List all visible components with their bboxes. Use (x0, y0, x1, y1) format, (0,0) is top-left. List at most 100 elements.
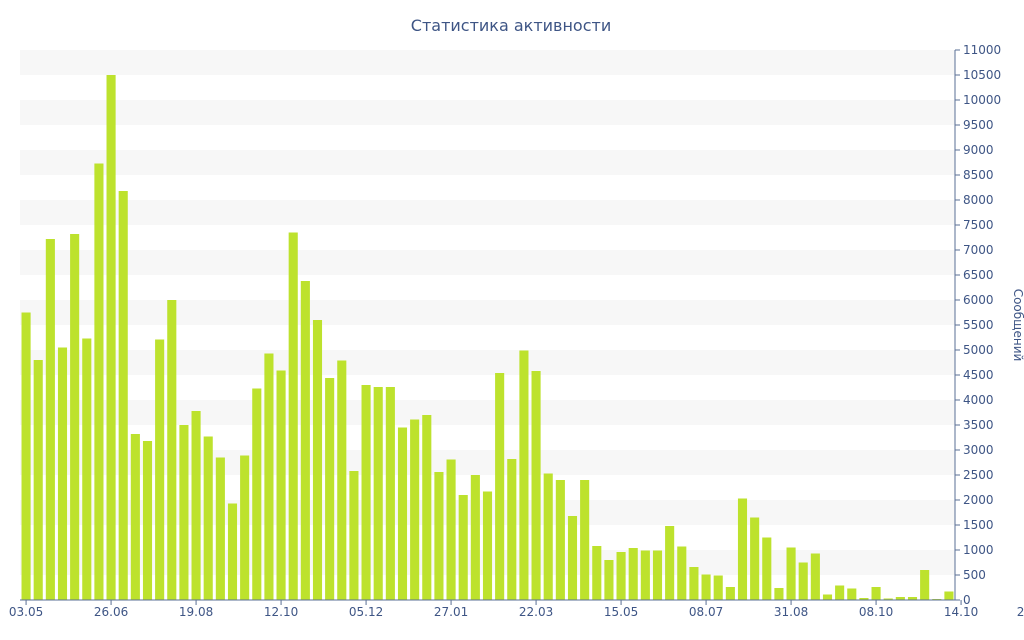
grid-band (20, 200, 955, 225)
x-tick-label: 19.08 (179, 605, 213, 619)
bar (349, 471, 359, 600)
bar (385, 387, 395, 600)
bar (155, 339, 165, 600)
bar (337, 360, 347, 600)
y-tick-label: 5000 (963, 343, 994, 357)
y-tick-label: 6500 (963, 268, 994, 282)
bar (737, 498, 748, 600)
bar (203, 436, 213, 600)
bar (130, 434, 140, 600)
bar (434, 472, 444, 600)
bar (227, 503, 238, 600)
bar (531, 371, 541, 600)
bar (701, 574, 711, 600)
bar (191, 411, 201, 600)
bar (555, 480, 565, 600)
y-tick-label: 11000 (963, 43, 1001, 57)
x-tick-label: 05.12 (349, 605, 383, 619)
bar (70, 234, 80, 600)
bar (616, 552, 626, 600)
bar (592, 546, 602, 600)
bar (640, 550, 650, 600)
bar (762, 537, 772, 600)
x-tick-label: 27.01 (434, 605, 468, 619)
y-tick-label: 2000 (963, 493, 994, 507)
grid-band (20, 300, 955, 325)
y-tick-label: 8500 (963, 168, 994, 182)
x-tick-label: 20.10 (1017, 605, 1024, 619)
bar (118, 191, 128, 600)
x-tick-label: 14.10 (944, 605, 978, 619)
y-tick-label: 7000 (963, 243, 994, 257)
bar (895, 597, 905, 600)
bar (847, 588, 857, 600)
x-tick-label: 31.08 (774, 605, 808, 619)
grid-band (20, 150, 955, 175)
x-tick-label: 22.03 (519, 605, 553, 619)
bar (325, 378, 335, 600)
bar (179, 425, 189, 600)
bar (944, 591, 954, 600)
bar (907, 597, 918, 600)
bar (57, 347, 68, 600)
chart-title: Статистика активности (411, 16, 611, 35)
y-tick-label: 5500 (963, 318, 994, 332)
grid-band (20, 250, 955, 275)
bar (507, 459, 517, 600)
y-tick-label: 0 (963, 593, 971, 607)
bar (567, 516, 578, 600)
bar (106, 75, 116, 600)
bar (604, 560, 614, 600)
bar (652, 550, 663, 600)
y-tick-label: 6000 (963, 293, 994, 307)
bar (580, 480, 590, 600)
x-tick-label: 15.05 (604, 605, 638, 619)
bar (810, 553, 820, 600)
bar (33, 360, 43, 600)
y-tick-label: 8000 (963, 193, 994, 207)
bar (215, 457, 225, 600)
bar (859, 598, 869, 600)
y-tick-label: 3500 (963, 418, 994, 432)
bar (750, 517, 760, 600)
bar (519, 350, 529, 600)
bar-series (21, 75, 954, 600)
bar (94, 163, 104, 600)
bar (252, 388, 262, 600)
grid-band (20, 50, 955, 75)
bar (470, 475, 480, 600)
grid-band (20, 100, 955, 125)
y-tick-label: 4500 (963, 368, 994, 382)
bar (871, 587, 881, 600)
bar (543, 473, 553, 600)
bar (373, 387, 383, 600)
bar (677, 546, 687, 600)
bar (835, 585, 845, 600)
y-tick-label: 9000 (963, 143, 994, 157)
y-axis-ticks: 0 500 1000 1500 2000 2500 3000 3500 4000 4500 5000… (955, 43, 1001, 607)
y-tick-label: 2500 (963, 468, 994, 482)
bar (495, 373, 505, 600)
bar (798, 562, 808, 600)
x-axis-ticks: 03.05 26.06 19.08 12.10 05.12 27.01 22.03 15.05… (9, 600, 1024, 619)
bar (300, 281, 310, 600)
bar (312, 320, 323, 600)
x-tick-label: 08.07 (689, 605, 723, 619)
bar (713, 575, 723, 600)
bar (422, 415, 432, 600)
bar (276, 370, 286, 600)
x-tick-label: 08.10 (859, 605, 893, 619)
bar (446, 459, 456, 600)
bar (665, 526, 675, 600)
bar (21, 312, 31, 600)
bar (786, 547, 796, 600)
bar (482, 491, 493, 600)
bar (361, 385, 371, 600)
y-tick-label: 4000 (963, 393, 994, 407)
bar (883, 598, 893, 600)
y-tick-label: 3000 (963, 443, 994, 457)
bar (288, 232, 298, 600)
bar (240, 455, 250, 600)
bar (410, 419, 420, 600)
